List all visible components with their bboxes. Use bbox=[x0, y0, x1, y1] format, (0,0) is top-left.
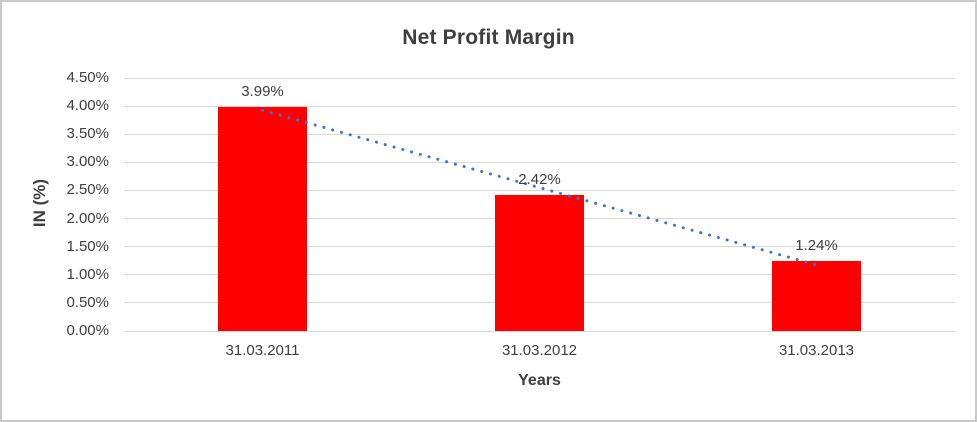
y-axis-tick-label: 0.00% bbox=[66, 322, 109, 339]
gridline bbox=[124, 105, 955, 107]
trendline-layer bbox=[261, 108, 818, 267]
y-axis-tick-label: 0.50% bbox=[66, 293, 109, 311]
x-axis-category-label: 31.03.2013 bbox=[778, 342, 855, 359]
gridline bbox=[124, 77, 955, 79]
gridline bbox=[124, 189, 955, 191]
x-axis-category-label: 31.03.2012 bbox=[501, 342, 578, 359]
plot-area bbox=[124, 77, 955, 332]
y-axis-tick-label: 2.00% bbox=[66, 209, 109, 227]
y-axis-tick-label: 4.00% bbox=[66, 97, 109, 115]
bar bbox=[772, 261, 861, 331]
data-label: 3.99% bbox=[241, 82, 284, 100]
chart-title: Net Profit Margin bbox=[402, 26, 575, 49]
gridline bbox=[124, 330, 955, 332]
bar bbox=[218, 106, 307, 331]
y-axis-tick-label: 2.50% bbox=[66, 181, 109, 199]
data-label: 2.42% bbox=[518, 170, 561, 188]
x-axis-title: Years bbox=[518, 372, 561, 389]
bar bbox=[495, 194, 584, 331]
y-axis-tick-label: 1.50% bbox=[66, 237, 109, 255]
gridline bbox=[124, 161, 955, 163]
y-axis-tick-label: 3.00% bbox=[66, 153, 109, 171]
y-axis-tick-label: 1.00% bbox=[66, 265, 109, 283]
data-label: 1.24% bbox=[795, 237, 838, 255]
x-axis-category-label: 31.03.2011 bbox=[225, 342, 300, 359]
gridline bbox=[124, 133, 955, 135]
y-axis-tick-label: 4.50% bbox=[66, 69, 109, 86]
y-axis-tick-label: 3.50% bbox=[66, 125, 109, 143]
